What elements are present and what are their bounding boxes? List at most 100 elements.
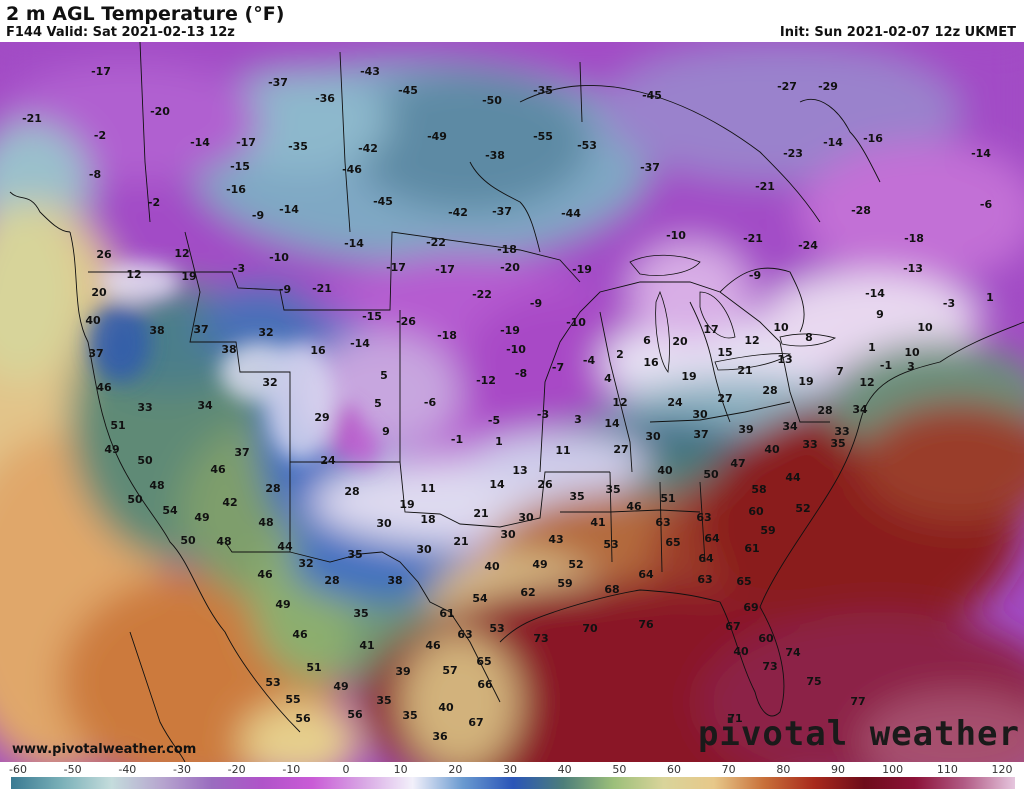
temperature-label: -18 xyxy=(904,232,924,245)
temperature-label: 60 xyxy=(748,505,764,518)
temperature-label: 77 xyxy=(850,695,865,708)
temperature-label: -10 xyxy=(566,316,586,329)
temperature-label: 35 xyxy=(347,548,362,561)
temperature-label: -10 xyxy=(269,251,289,264)
color-bar-tick: 0 xyxy=(342,763,350,776)
temperature-label: -21 xyxy=(755,180,775,193)
temperature-label: -3 xyxy=(537,408,549,421)
temperature-label: 33 xyxy=(834,425,849,438)
temperature-label: 21 xyxy=(737,364,752,377)
temperature-label: 54 xyxy=(162,504,178,517)
temperature-label: 24 xyxy=(320,454,336,467)
color-bar-strip xyxy=(11,777,1015,789)
temperature-label: 10 xyxy=(773,321,789,334)
temperature-labels: -17 -43-37-45 -35-50-36 -45-27 -29-21-20-2-1… xyxy=(22,65,994,743)
temperature-label: 54 xyxy=(472,592,488,605)
temperature-label: 30 xyxy=(645,430,661,443)
temperature-label: -14 xyxy=(971,147,991,160)
temperature-label: 13 xyxy=(777,353,792,366)
temperature-label: -26 xyxy=(396,315,416,328)
temperature-label: 63 xyxy=(696,511,711,524)
color-bar-ticks: -60 -50 -40 -30 -20 -10 0 10 20 30 40 50 60 70 80 90 100… xyxy=(0,762,1024,776)
temperature-label: 48 xyxy=(258,516,273,529)
temperature-label: 63 xyxy=(457,628,472,641)
temperature-label: 49 xyxy=(333,680,348,693)
temperature-label: 16 xyxy=(643,356,659,369)
init-time: Init: Sun 2021-02-07 12z UKMET xyxy=(779,25,1016,40)
temperature-label: 55 xyxy=(285,693,300,706)
temperature-label: 39 xyxy=(395,665,410,678)
temperature-label: 41 xyxy=(359,639,374,652)
temperature-label: 4 xyxy=(604,372,612,385)
temperature-label: 68 xyxy=(604,583,619,596)
temperature-label: 37 xyxy=(88,347,103,360)
temperature-label: 60 xyxy=(758,632,774,645)
temperature-label: -17 xyxy=(236,136,256,149)
temperature-label: 63 xyxy=(697,573,712,586)
color-bar-tick: 120 xyxy=(991,763,1013,776)
color-bar-tick: -30 xyxy=(173,763,191,776)
temperature-label: 56 xyxy=(347,708,363,721)
temperature-label: -17 xyxy=(435,263,455,276)
temperature-label: -4 xyxy=(583,354,596,367)
temperature-label: 70 xyxy=(582,622,598,635)
temperature-label: 18 xyxy=(420,513,435,526)
temperature-label: 29 xyxy=(314,411,329,424)
color-bar-tick: 30 xyxy=(503,763,517,776)
temperature-label: -2 xyxy=(148,196,160,209)
temperature-label: 35 xyxy=(605,483,620,496)
temperature-label: 37 xyxy=(693,428,708,441)
temperature-label: 30 xyxy=(518,511,534,524)
temperature-label: -50 xyxy=(482,94,502,107)
temperature-label: 50 xyxy=(180,534,196,547)
temperature-label: 30 xyxy=(692,408,708,421)
temperature-label: 63 xyxy=(655,516,670,529)
temperature-label: 16 xyxy=(310,344,326,357)
temperature-label: -2 xyxy=(94,129,106,142)
temperature-label: 44 xyxy=(277,540,293,553)
temperature-label: 37 xyxy=(193,323,208,336)
temperature-label: 19 xyxy=(181,270,196,283)
temperature-label: -19 xyxy=(500,324,520,337)
temperature-label: 3 xyxy=(907,360,915,373)
website-url: www.pivotalweather.com xyxy=(12,742,197,757)
temperature-label: -18 xyxy=(437,329,457,342)
temperature-label: 49 xyxy=(532,558,547,571)
map-title: 2 m AGL Temperature (°F) xyxy=(6,3,285,25)
temperature-label: -14 xyxy=(823,136,843,149)
temperature-label: -14 xyxy=(279,203,299,216)
temperature-label: -13 xyxy=(903,262,923,275)
temperature-label: 48 xyxy=(216,535,231,548)
temperature-label: 1 xyxy=(495,435,503,448)
temperature-label: 52 xyxy=(568,558,583,571)
temperature-label: -53 xyxy=(577,139,597,152)
temperature-label: -20 xyxy=(150,105,170,118)
temperature-label: 51 xyxy=(110,419,125,432)
temperature-label: -14 xyxy=(190,136,210,149)
temperature-label: 30 xyxy=(500,528,516,541)
temperature-label: -36 xyxy=(315,92,335,105)
color-bar-tick: 10 xyxy=(393,763,408,776)
temperature-label: 21 xyxy=(473,507,488,520)
temperature-label: 34 xyxy=(782,420,798,433)
temperature-label: 59 xyxy=(760,524,775,537)
temperature-label: 53 xyxy=(265,676,280,689)
temperature-label: -10 xyxy=(666,229,686,242)
temperature-label: -27 xyxy=(777,80,797,93)
temperature-label: -6 xyxy=(424,396,437,409)
temperature-label: 53 xyxy=(603,538,618,551)
color-bar-tick: 80 xyxy=(776,763,791,776)
temperature-label: 50 xyxy=(703,468,719,481)
temperature-label: 41 xyxy=(590,516,605,529)
temperature-label: 12 xyxy=(744,334,759,347)
temperature-label: 53 xyxy=(489,622,504,635)
color-bar: -60 -50 -40 -30 -20 -10 0 10 20 30 40 50 60 70 80 90 100… xyxy=(0,762,1024,791)
temperature-label: 50 xyxy=(127,493,143,506)
color-bar-tick: 50 xyxy=(612,763,627,776)
map-canvas: -17 -43-37-45 -35-50-36 -45-27 -29-21-20-2-1… xyxy=(0,42,1024,762)
temperature-label: 1 xyxy=(986,291,994,304)
temperature-label: -43 xyxy=(360,65,380,78)
temperature-label: -1 xyxy=(451,433,463,446)
temperature-label: 28 xyxy=(762,384,777,397)
temperature-label: 74 xyxy=(785,646,801,659)
